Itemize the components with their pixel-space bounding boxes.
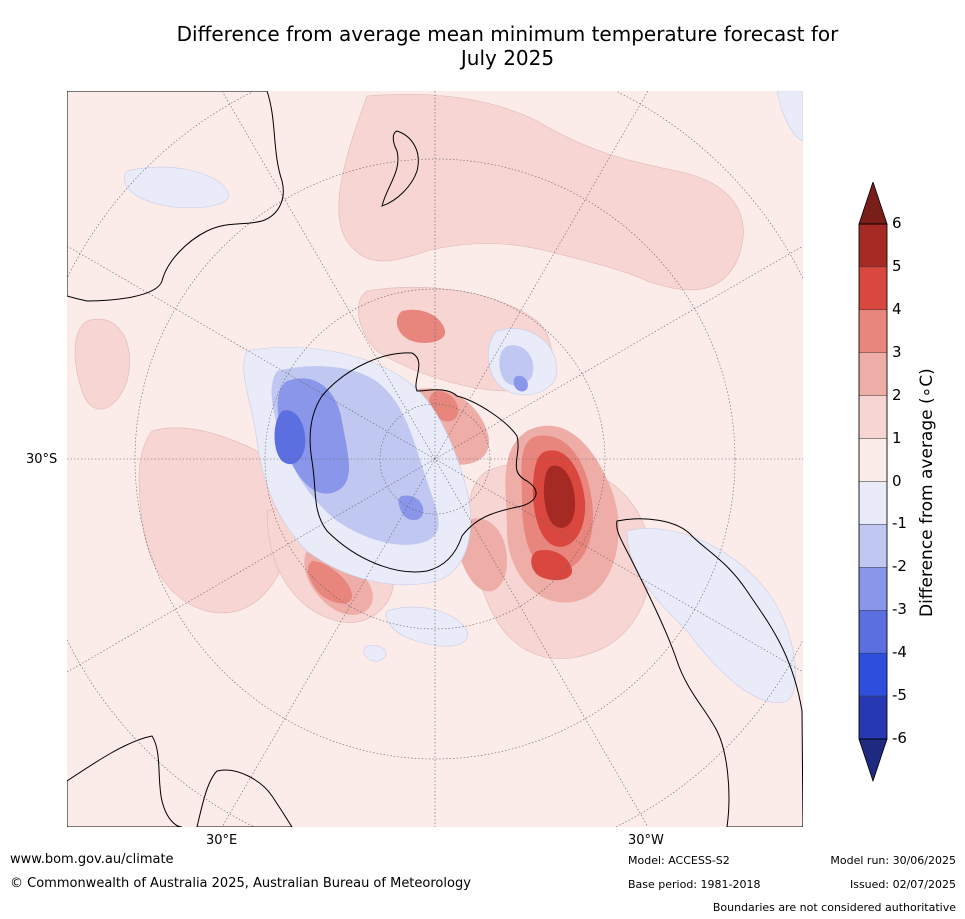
colorbar-band [858,567,888,611]
footer-issued: Issued: 02/07/2025 [849,878,956,891]
colorbar-band [858,309,888,353]
colorbar [858,182,888,782]
map-title: Difference from average mean minimum tem… [60,22,955,70]
colorbar-band [858,524,888,568]
colorbar-under-arrow [858,738,888,782]
antarctica-coastline [309,352,537,573]
footer-copyright: © Commonwealth of Australia 2025, Austra… [10,876,471,891]
anomaly-minus3-minus2-regions [277,375,528,521]
colorbar-tick-label: -2 [892,557,907,576]
colorbar-label: Difference from average (∘C) [917,368,937,617]
title-line-2: July 2025 [460,46,555,70]
lon-label-30w: 30°W [628,833,664,848]
anomaly-minus4-minus3-regions [274,410,306,465]
lat-label-30s: 30°S [26,452,58,467]
colorbar-band [858,395,888,439]
colorbar-tick-label: 0 [892,471,902,490]
colorbar-band [858,266,888,311]
africa-coastline [67,735,183,827]
colorbar-band [858,481,888,525]
colorbar-tick-label: 3 [892,342,902,361]
new-zealand-coastline [381,130,419,207]
polar-anomaly-map [67,91,803,827]
colorbar-tick-label: 6 [892,214,902,232]
colorbar-band [858,610,888,654]
colorbar-tick-label: -4 [892,643,907,662]
graticule [67,91,803,827]
colorbar-band [858,652,888,697]
australia-coastline [67,91,284,302]
footer-model: Model: ACCESS-S2 [628,854,730,867]
south-america-coastline [616,518,803,827]
title-line-1: Difference from average mean minimum tem… [176,22,839,46]
madagascar-coastline [196,769,293,827]
colorbar-tick-label: -3 [892,600,907,619]
colorbar-band [858,695,888,740]
coastlines [67,91,803,827]
colorbar-tick-label: 5 [892,256,902,275]
footer-base-period: Base period: 1981-2018 [628,878,761,891]
footer-website: www.bom.gov.au/climate [10,852,174,867]
colorbar-band [858,438,888,482]
colorbar-band [858,352,888,396]
lon-label-30e: 30°E [206,833,238,848]
colorbar-tick-label: 2 [892,385,902,404]
colorbar-tick-label: -5 [892,686,907,705]
colorbar-tick-label: 4 [892,299,902,318]
colorbar-over-arrow [858,182,888,225]
colorbar-band [858,223,888,268]
footer-disclaimer: Boundaries are not considered authoritat… [712,901,956,914]
footer-model-run: Model run: 30/06/2025 [830,854,956,867]
colorbar-tick-label: -6 [892,729,907,747]
anomaly-5-6-regions [543,465,576,528]
colorbar-tick-label: -1 [892,514,907,533]
colorbar-tick-label: 1 [892,428,902,447]
